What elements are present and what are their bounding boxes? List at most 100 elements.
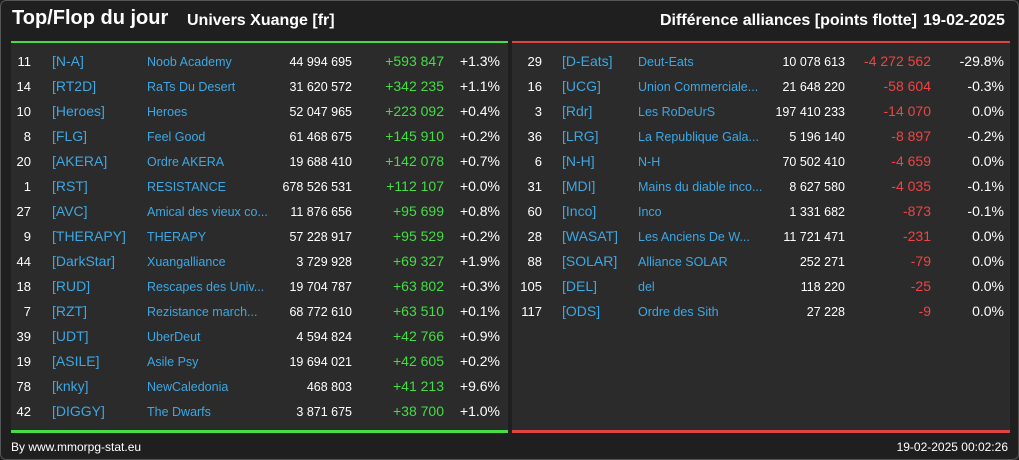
rank-cell: 9 (23, 229, 31, 244)
alliance-name-link[interactable]: The Dwarfs (147, 405, 211, 419)
alliance-tag-link[interactable]: [AKERA] (52, 153, 108, 169)
alliance-tag-link[interactable]: [Heroes] (52, 103, 105, 119)
table-row: 31 [MDI] Mains du diable inco... 8 627 580 -… (512, 174, 1010, 199)
alliance-name-link[interactable]: Ordre AKERA (147, 155, 225, 169)
points-cell: 197 410 233 (775, 105, 845, 119)
alliance-name-link[interactable]: Rescapes des Univ... (147, 280, 265, 294)
rank-cell: 6 (534, 154, 542, 169)
rank-cell: 16 (527, 79, 542, 94)
alliance-tag-link[interactable]: [N-A] (52, 53, 84, 69)
rank-cell: 19 (16, 354, 31, 369)
alliance-tag-link[interactable]: [LRG] (562, 128, 599, 144)
points-cell: 19 688 410 (289, 155, 352, 169)
alliance-name-link[interactable]: RaTs Du Desert (147, 80, 236, 94)
alliance-tag-link[interactable]: [DIGGY] (52, 403, 105, 419)
alliance-name-link[interactable]: Les Anciens De W... (638, 230, 750, 244)
alliance-name-link[interactable]: Mains du diable inco... (638, 180, 763, 194)
alliance-name-link[interactable]: Inco (638, 205, 662, 219)
points-cell: 118 220 (800, 280, 845, 294)
alliance-name-link[interactable]: Amical des vieux co... (147, 205, 268, 219)
alliance-tag-link[interactable]: [DEL] (562, 278, 598, 294)
percent-cell: 0.0% (972, 103, 1004, 119)
alliance-name-link[interactable]: N-H (638, 155, 661, 169)
percent-cell: 0.0% (972, 303, 1004, 319)
alliance-tag-link[interactable]: [WASAT] (562, 228, 618, 244)
alliance-tag-link[interactable]: [UCG] (562, 78, 601, 94)
diff-cell: +593 847 (385, 53, 444, 69)
table-row: 20 [AKERA] Ordre AKERA 19 688 410 +142 078 +0… (11, 149, 508, 174)
alliance-name-link[interactable]: RESISTANCE (147, 180, 226, 194)
percent-cell: +0.7% (459, 153, 500, 169)
diff-cell: -4 272 562 (864, 53, 931, 69)
alliance-tag-link[interactable]: [UDT] (52, 328, 89, 344)
diff-cell: -9 (918, 303, 931, 319)
rank-cell: 29 (527, 54, 542, 69)
table-row: 19 [ASILE] Asile Psy 19 694 021 +42 605 +0.2% (11, 349, 508, 374)
alliance-tag-link[interactable]: [Inco] (562, 203, 597, 219)
alliance-tag-link[interactable]: [RUD] (52, 278, 91, 294)
alliance-name-link[interactable]: THERAPY (147, 230, 207, 244)
alliance-name-link[interactable]: Ordre des Sith (638, 305, 719, 319)
top-panel-underline (11, 430, 508, 433)
diff-cell: +42 766 (393, 328, 444, 344)
points-cell: 10 078 613 (782, 55, 845, 69)
alliance-tag-link[interactable]: [Rdr] (562, 103, 593, 119)
points-cell: 11 721 471 (783, 230, 845, 244)
rank-cell: 3 (534, 104, 542, 119)
rank-cell: 11 (17, 54, 32, 69)
table-row: 36 [LRG] La Republique Gala... 5 196 140 -8 … (512, 124, 1010, 149)
alliance-name-link[interactable]: Asile Psy (147, 355, 199, 369)
alliance-tag-link[interactable]: [AVC] (52, 203, 88, 219)
alliance-name-link[interactable]: del (638, 280, 655, 294)
alliance-tag-link[interactable]: [DarkStar] (52, 253, 116, 269)
alliance-tag-link[interactable]: [RST] (52, 178, 88, 194)
points-cell: 8 627 580 (789, 180, 845, 194)
percent-cell: +0.0% (459, 178, 500, 194)
alliance-tag-link[interactable]: [MDI] (562, 178, 596, 194)
diff-cell: +38 700 (393, 403, 444, 419)
alliance-tag-link[interactable]: [THERAPY] (52, 228, 126, 244)
rank-cell: 105 (520, 279, 542, 294)
alliance-name-link[interactable]: UberDeut (147, 330, 201, 344)
rank-cell: 18 (16, 279, 31, 294)
alliance-name-link[interactable]: Alliance SOLAR (638, 255, 728, 269)
alliance-name-link[interactable]: Noob Academy (147, 55, 232, 69)
alliance-name-link[interactable]: La Republique Gala... (638, 130, 759, 144)
alliance-name-link[interactable]: Union Commerciale... (638, 80, 759, 94)
rank-cell: 27 (16, 204, 31, 219)
rank-cell: 39 (16, 329, 31, 344)
alliance-tag-link[interactable]: [FLG] (52, 128, 88, 144)
table-row: 10 [Heroes] Heroes 52 047 965 +223 092 +0.4% (11, 99, 508, 124)
alliance-name-link[interactable]: NewCaledonia (147, 380, 229, 394)
footer-timestamp: 19-02-2025 00:02:26 (896, 440, 1008, 454)
alliance-name-link[interactable]: Heroes (147, 105, 188, 119)
points-cell: 57 228 917 (289, 230, 352, 244)
rank-cell: 1 (23, 179, 31, 194)
rank-cell: 117 (521, 304, 542, 319)
alliance-name-link[interactable]: Feel Good (147, 130, 206, 144)
alliance-tag-link[interactable]: [knky] (52, 378, 89, 394)
diff-cell: -14 070 (883, 103, 931, 119)
alliance-name-link[interactable]: Xuangalliance (147, 255, 226, 269)
alliance-name-link[interactable]: Rezistance march... (147, 305, 258, 319)
alliance-tag-link[interactable]: [RZT] (52, 303, 87, 319)
alliance-name-link[interactable]: Les RoDeUrS (638, 105, 716, 119)
alliance-tag-link[interactable]: [D-Eats] (562, 53, 613, 69)
percent-cell: +0.2% (459, 128, 500, 144)
table-row: 27 [AVC] Amical des vieux co... 11 876 656 +… (11, 199, 508, 224)
alliance-tag-link[interactable]: [RT2D] (52, 78, 97, 94)
points-cell: 19 694 021 (289, 355, 352, 369)
table-row: 1 [RST] RESISTANCE 678 526 531 +112 107 +0.0% (11, 174, 508, 199)
table-row: 39 [UDT] UberDeut 4 594 824 +42 766 +0.9% (11, 324, 508, 349)
alliance-tag-link[interactable]: [SOLAR] (562, 253, 618, 269)
diff-cell: -4 659 (891, 153, 931, 169)
points-cell: 5 196 140 (789, 130, 845, 144)
alliance-tag-link[interactable]: [ASILE] (52, 353, 100, 369)
rank-cell: 36 (527, 129, 542, 144)
table-row: 44 [DarkStar] Xuangalliance 3 729 928 +69 32… (11, 249, 508, 274)
table-row: 6 [N-H] N-H 70 502 410 -4 659 0.0% (512, 149, 1010, 174)
percent-cell: +0.4% (459, 103, 500, 119)
alliance-tag-link[interactable]: [N-H] (562, 153, 595, 169)
alliance-tag-link[interactable]: [ODS] (562, 303, 601, 319)
alliance-name-link[interactable]: Deut-Eats (638, 55, 694, 69)
